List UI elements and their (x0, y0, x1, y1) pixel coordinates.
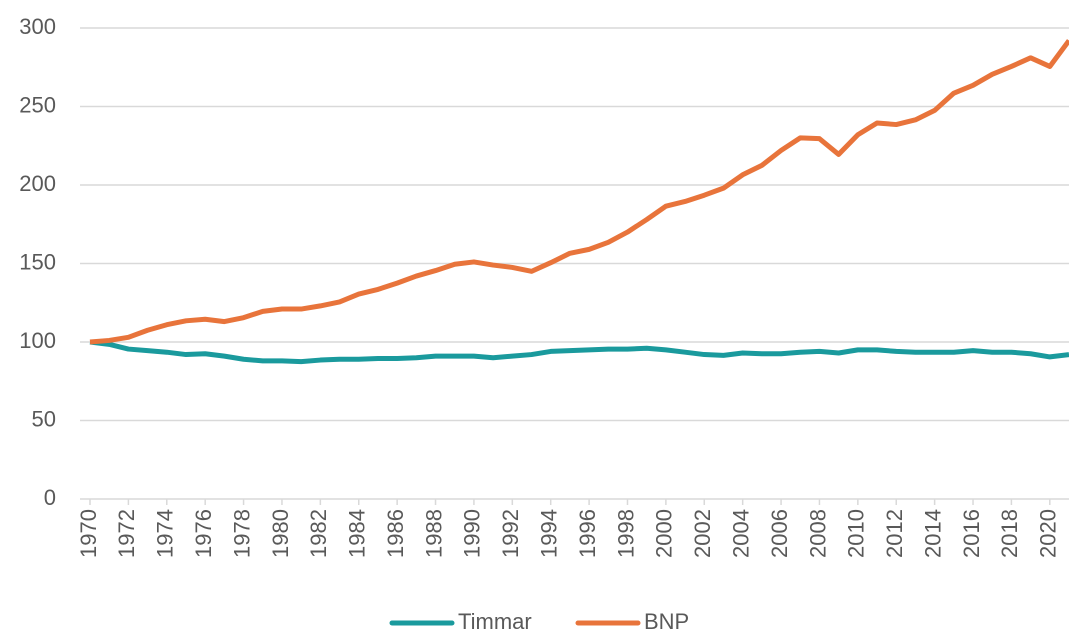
x-tick-label: 1970 (76, 509, 101, 558)
x-tick-label: 1978 (229, 509, 254, 558)
y-tick-label: 200 (19, 171, 56, 196)
x-tick-label: 2002 (690, 509, 715, 558)
series-line (89, 339, 1069, 365)
legend-label: BNP (644, 609, 689, 634)
x-tick-label: 1996 (575, 509, 600, 558)
y-tick-label: 250 (19, 92, 56, 117)
x-tick-label: 2008 (805, 509, 830, 558)
x-tick-label: 2018 (997, 509, 1022, 558)
y-tick-label: 0 (44, 485, 56, 510)
x-tick-label: 1986 (383, 509, 408, 558)
y-tick-label: 100 (19, 328, 56, 353)
x-tick-label: 2014 (920, 509, 945, 558)
x-tick-label: 1972 (114, 509, 139, 558)
x-tick-label: 2020 (1036, 509, 1061, 558)
x-tick-label: 1988 (421, 509, 446, 558)
x-tick-label: 1974 (153, 509, 178, 558)
x-tick-label: 2006 (767, 509, 792, 558)
x-tick-label: 1992 (498, 509, 523, 558)
x-tick-label: 2010 (844, 509, 869, 558)
x-tick-label: 2000 (652, 509, 677, 558)
series-line (89, 39, 1069, 345)
y-tick-label: 50 (32, 406, 56, 431)
x-tick-label: 1982 (306, 509, 331, 558)
x-tick-label: 1976 (191, 509, 216, 558)
y-tick-label: 300 (19, 14, 56, 39)
x-tick-label: 2004 (728, 509, 753, 558)
x-tick-label: 2016 (959, 509, 984, 558)
x-tick-label: 1980 (268, 509, 293, 558)
x-tick-label: 1994 (537, 509, 562, 558)
legend-label: Timmar (458, 609, 532, 634)
x-tick-label: 1990 (460, 509, 485, 558)
x-tick-label: 1998 (613, 509, 638, 558)
y-tick-label: 150 (19, 249, 56, 274)
x-tick-label: 1984 (345, 509, 370, 558)
x-tick-label: 2012 (882, 509, 907, 558)
